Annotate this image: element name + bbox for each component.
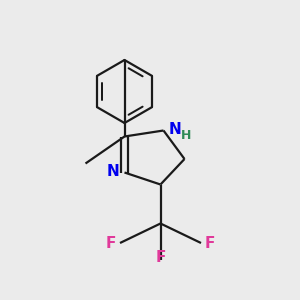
Text: F: F (155, 250, 166, 266)
Text: N: N (107, 164, 119, 178)
Text: F: F (205, 236, 215, 250)
Text: F: F (106, 236, 116, 250)
Text: H: H (181, 128, 191, 142)
Text: N: N (169, 122, 181, 136)
